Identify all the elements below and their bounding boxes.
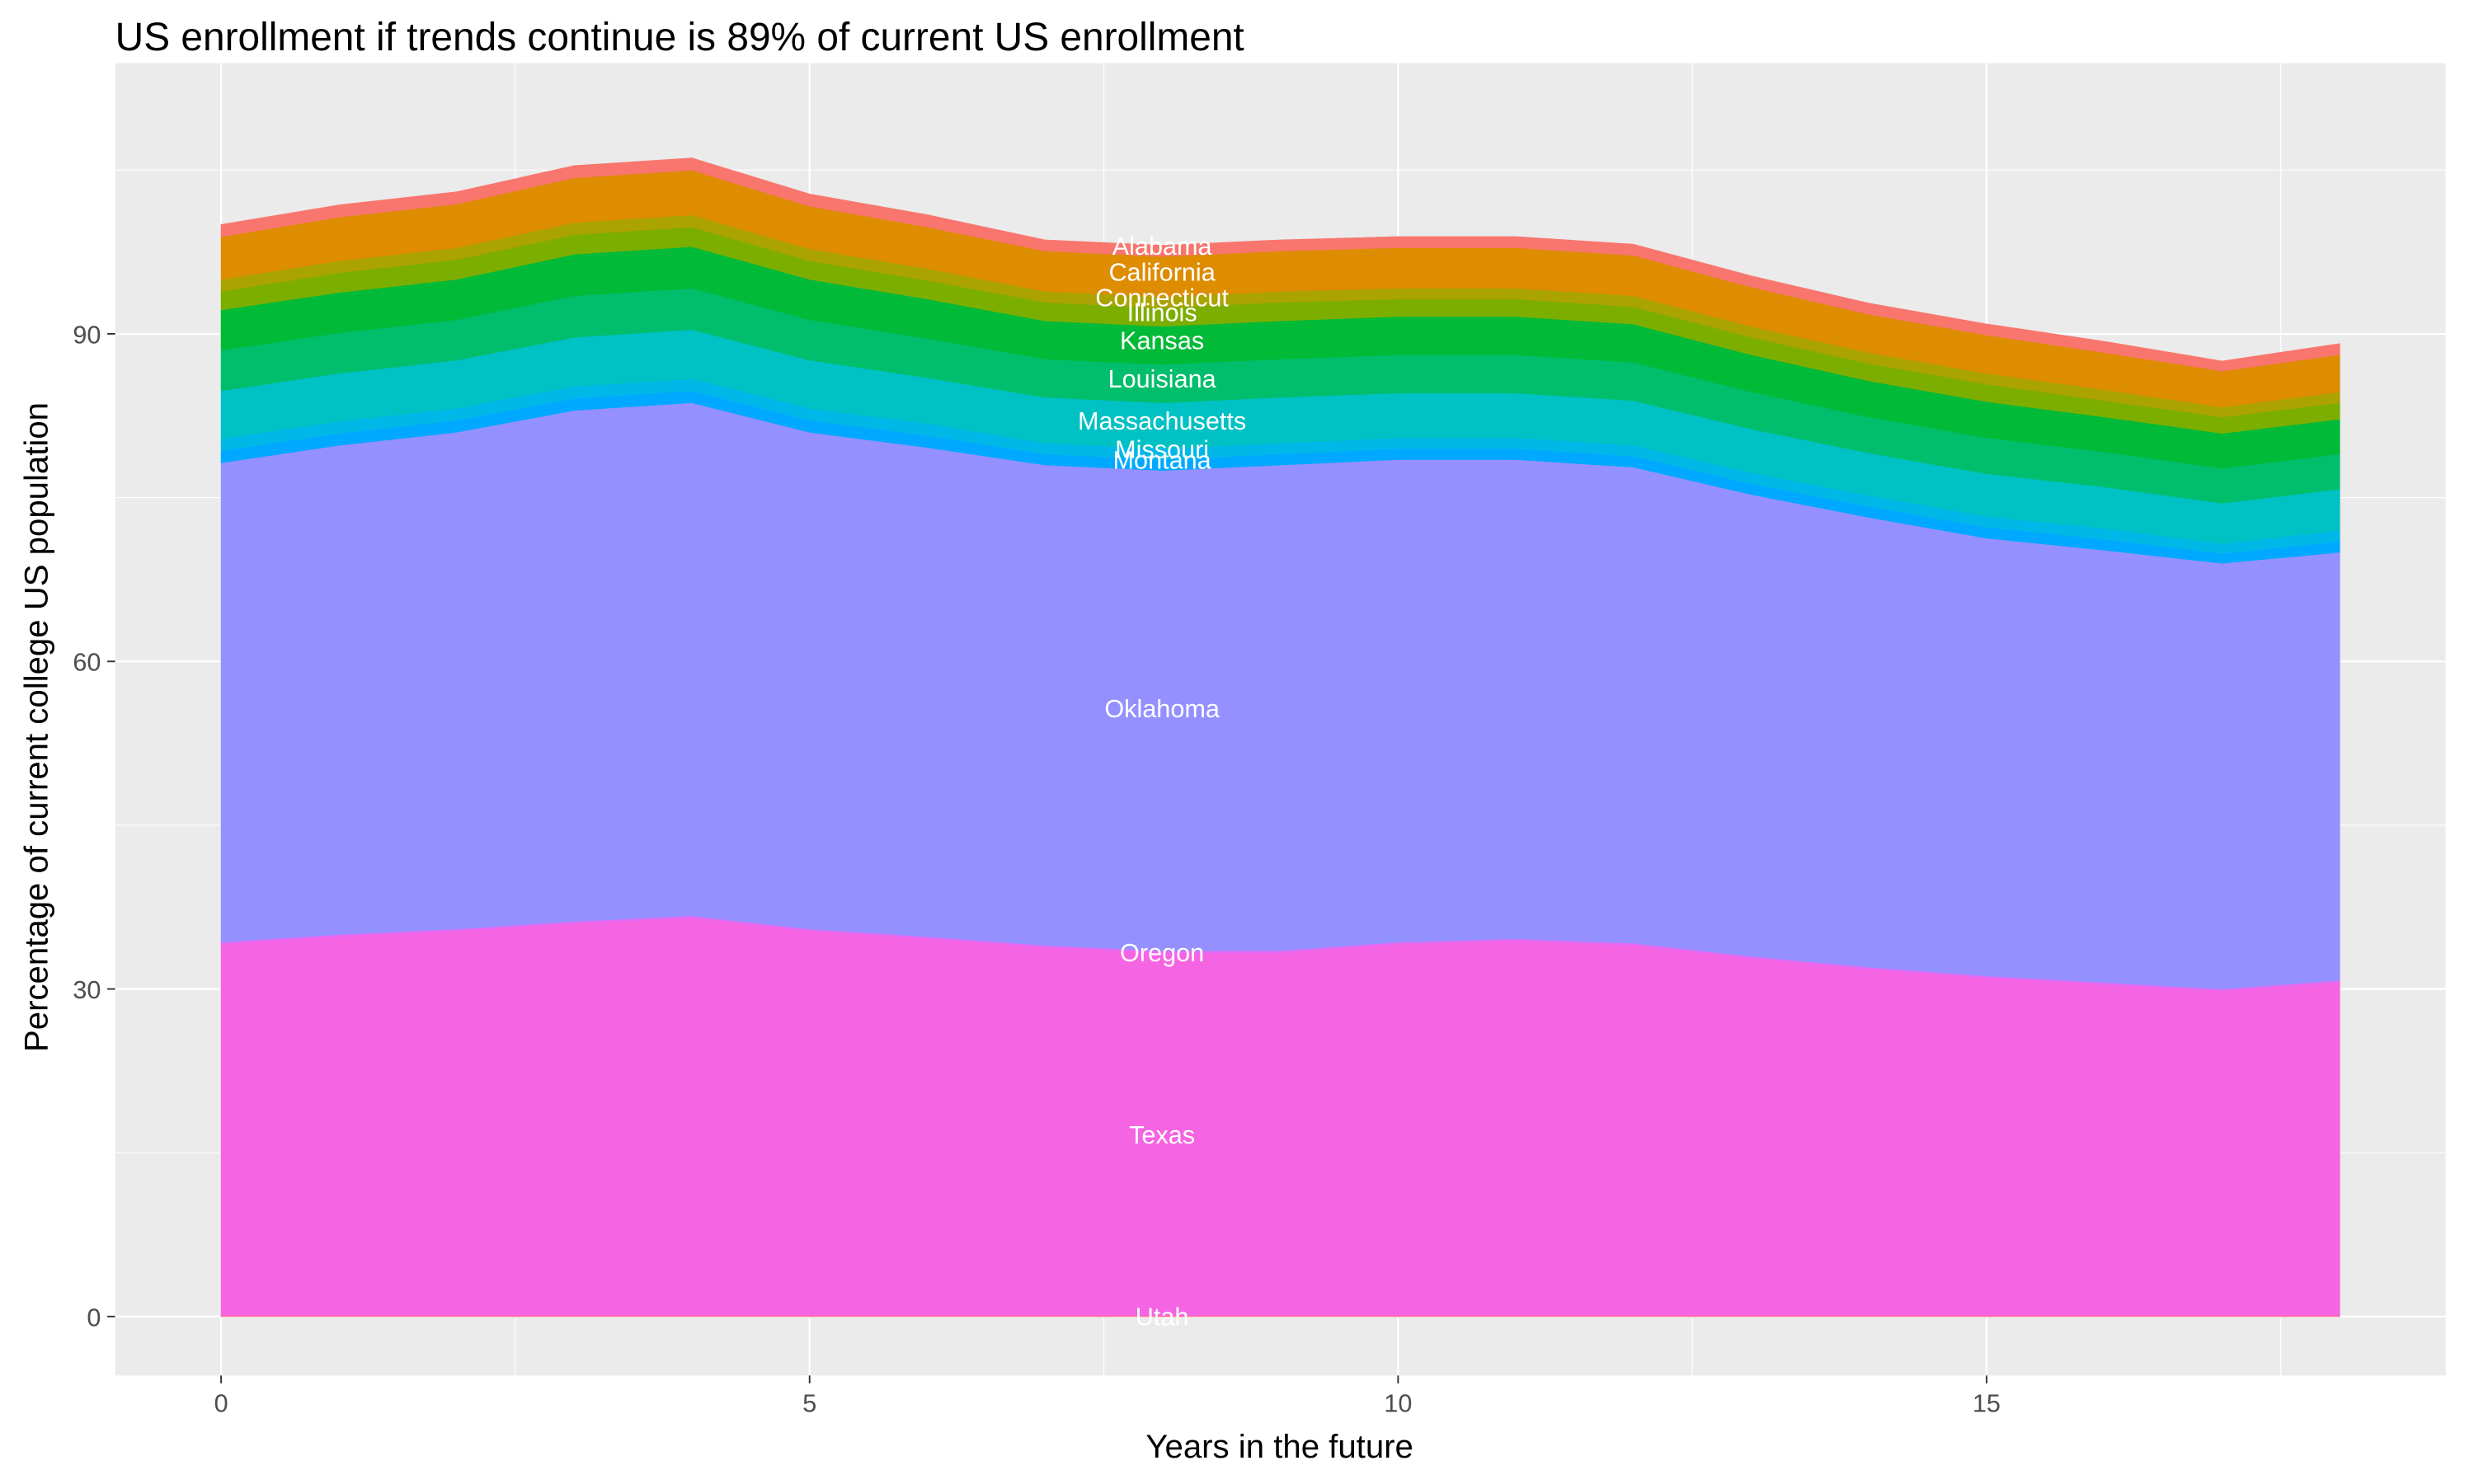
y-tick-label: 0 xyxy=(87,1303,101,1331)
series-label: Massachusetts xyxy=(1078,407,1246,435)
series-label: Oregon xyxy=(1120,939,1204,967)
chart-title: US enrollment if trends continue is 89% … xyxy=(115,16,1244,59)
x-tick-label: 15 xyxy=(1973,1389,2001,1417)
y-tick-label: 90 xyxy=(73,321,101,349)
series-label: Oklahoma xyxy=(1104,695,1220,723)
x-tick-label: 0 xyxy=(214,1389,228,1417)
series-label: Texas xyxy=(1129,1121,1195,1149)
x-tick-label: 10 xyxy=(1384,1389,1412,1417)
series-label: California xyxy=(1108,258,1216,286)
y-axis-title: Percentage of current college US populat… xyxy=(17,402,54,1052)
series-label: Kansas xyxy=(1120,327,1204,355)
series-label: Connecticut xyxy=(1095,284,1229,312)
series-label: Montana xyxy=(1113,447,1212,475)
series-label: Utah xyxy=(1136,1303,1189,1331)
x-axis-title: Years in the future xyxy=(1145,1428,1413,1465)
area xyxy=(220,157,2340,372)
x-tick-label: 5 xyxy=(802,1389,816,1417)
series-label: Missouri xyxy=(1115,435,1209,463)
y-tick-label: 60 xyxy=(73,649,101,677)
y-tick-label: 30 xyxy=(73,976,101,1004)
series-label: Alabama xyxy=(1112,232,1213,261)
series-label: Louisiana xyxy=(1108,365,1217,393)
series-label: Illinois xyxy=(1127,298,1197,326)
